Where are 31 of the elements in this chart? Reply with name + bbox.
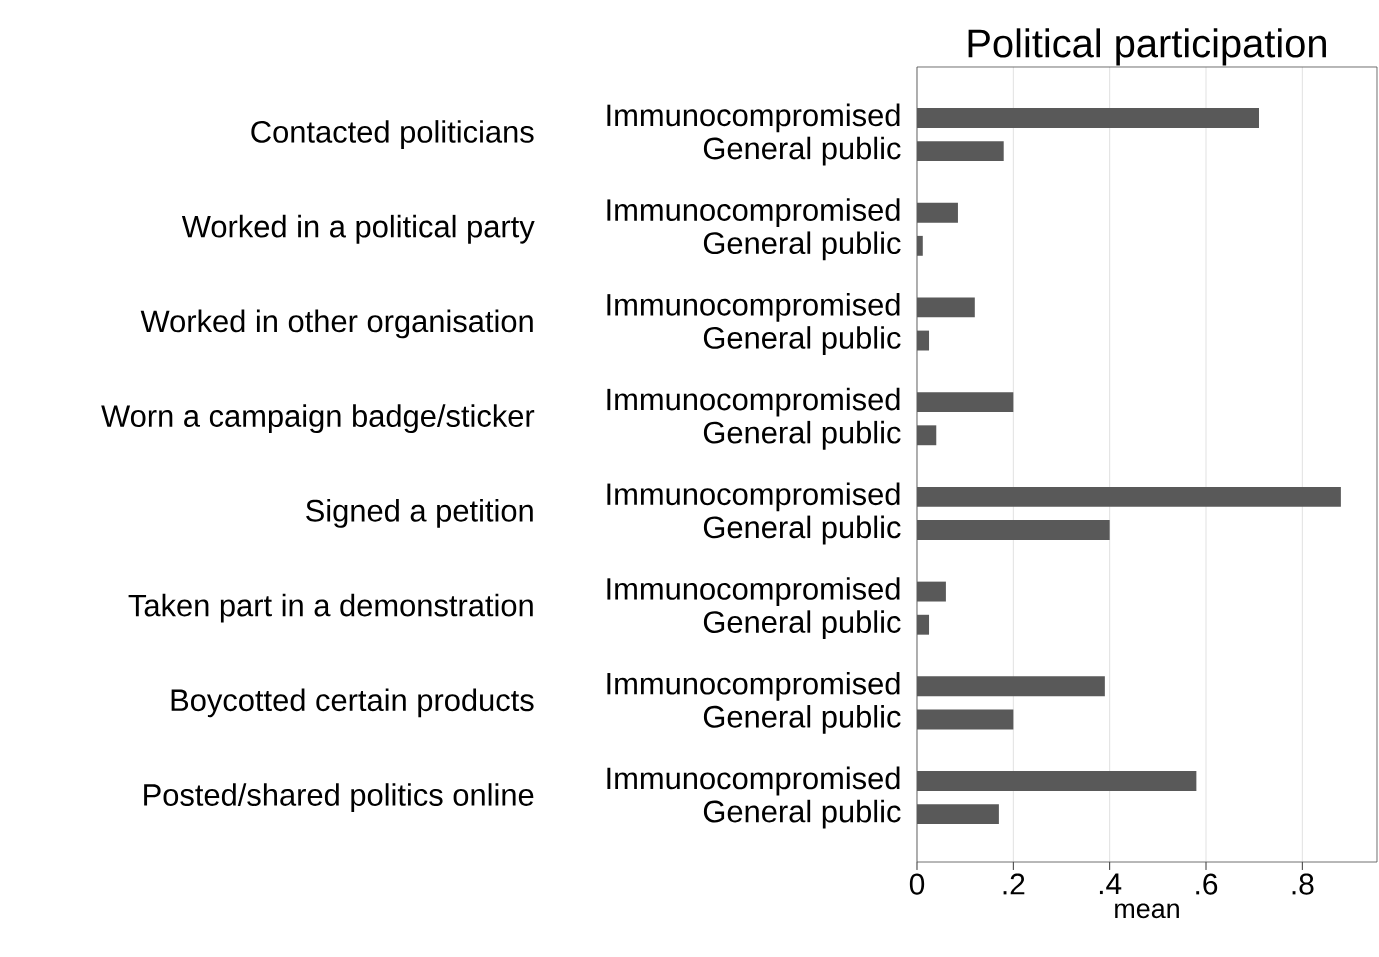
x-tick-label: .2 bbox=[1003, 873, 1025, 895]
x-tick-label: .6 bbox=[1196, 873, 1218, 895]
y-tick-label: Immunocompromised bbox=[607, 482, 900, 512]
text: Boycotted certain products bbox=[171, 688, 534, 718]
y-tick-label: Immunocompromised bbox=[607, 103, 900, 133]
y-tick-label: General public bbox=[703, 420, 901, 450]
y-tick-label: Immunocompromised bbox=[607, 671, 900, 701]
text: Worked in a political party bbox=[181, 214, 535, 244]
x-tick-label: 0 bbox=[909, 873, 925, 895]
y-tick-label: Immunocompromised bbox=[607, 577, 900, 606]
y-tick-label: Immunocompromised bbox=[607, 766, 900, 796]
text: Worn a campaign badge/sticker bbox=[101, 404, 535, 434]
y-tick-label: Immunocompromised bbox=[607, 198, 900, 228]
y-tick-label: General public bbox=[703, 231, 901, 261]
text: Taken part in a demonstration bbox=[128, 593, 533, 623]
text: Contacted politicians bbox=[251, 120, 534, 149]
text: Signed a petition bbox=[306, 499, 533, 528]
y-tick-label: General public bbox=[703, 799, 901, 829]
y-tick-label: Immunocompromised bbox=[607, 293, 900, 322]
y-tick-label: Immunocompromised bbox=[607, 387, 900, 417]
y-tick-label: General public bbox=[703, 705, 901, 734]
text: Posted/shared politics online bbox=[144, 783, 534, 812]
x-axis-title: mean bbox=[1115, 903, 1179, 919]
y-tick-label: General public bbox=[703, 515, 901, 545]
y-tick-label: General public bbox=[703, 610, 901, 640]
x-tick-label: .8 bbox=[1292, 873, 1314, 895]
y-tick-label: General public bbox=[703, 136, 901, 166]
text: Worked in other organisation bbox=[140, 309, 533, 339]
y-tick-label: General public bbox=[703, 326, 901, 355]
chart-title: Political participation bbox=[968, 28, 1326, 66]
x-tick-label: .4 bbox=[1099, 873, 1122, 895]
